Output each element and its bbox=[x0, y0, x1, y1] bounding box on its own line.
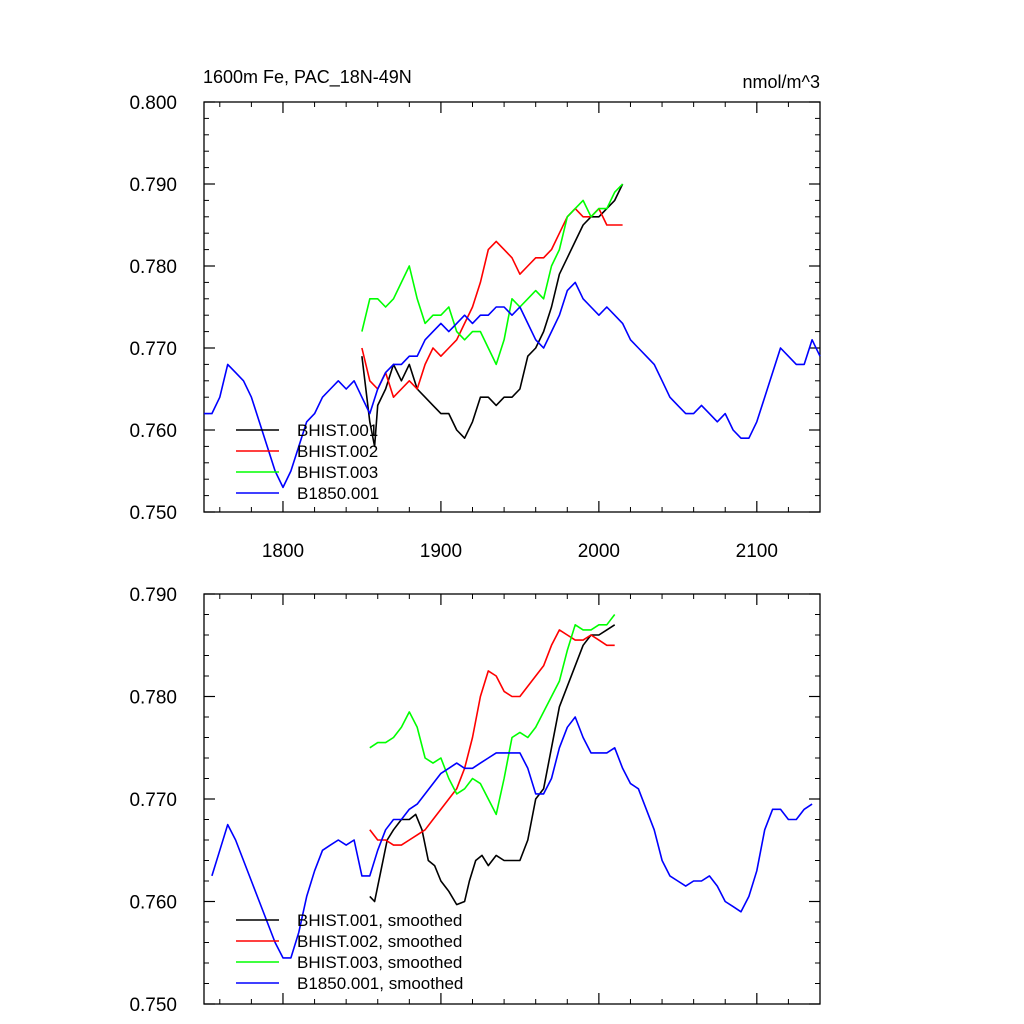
top-series-line-4 bbox=[204, 281, 821, 489]
bottom-y-tick-label: 0.770 bbox=[129, 790, 177, 811]
top-legend: BHIST.001 BHIST.002 BHIST.003 B1850.001 bbox=[236, 421, 379, 503]
bottom-series-line-4 bbox=[211, 716, 813, 959]
top-panel-title: 1600m Fe, PAC_18N-49N bbox=[203, 67, 412, 88]
bottom-y-tick-label: 0.780 bbox=[129, 688, 177, 709]
top-x-tick-label: 1800 bbox=[262, 541, 304, 562]
top-panel-units: nmol/m^3 bbox=[743, 72, 820, 92]
bottom-series-line-2 bbox=[369, 629, 615, 846]
top-y-tick-label: 0.750 bbox=[129, 503, 177, 524]
top-x-tick-label: 2100 bbox=[736, 541, 778, 562]
top-legend-label: BHIST.001 bbox=[297, 421, 378, 440]
bottom-legend-label: B1850.001, smoothed bbox=[297, 974, 463, 993]
bottom-legend-label: BHIST.002, smoothed bbox=[297, 932, 462, 951]
bottom-y-tick-label: 0.790 bbox=[129, 585, 177, 606]
top-x-tick-label: 1900 bbox=[420, 541, 462, 562]
top-series-line-3 bbox=[361, 183, 624, 366]
top-legend-label: B1850.001 bbox=[297, 484, 379, 503]
top-legend-label: BHIST.003 bbox=[297, 463, 378, 482]
top-x-tick-label: 2000 bbox=[578, 541, 620, 562]
bottom-series-line-1 bbox=[369, 624, 616, 906]
top-panel: 1600m Fe, PAC_18N-49N nmol/m^3 0.750 0.76… bbox=[129, 67, 821, 562]
top-y-tick-label: 0.760 bbox=[129, 421, 177, 442]
bottom-y-tick-label: 0.750 bbox=[129, 995, 177, 1016]
bottom-y-tick-label: 0.760 bbox=[129, 893, 177, 914]
bottom-legend-label: BHIST.001, smoothed bbox=[297, 911, 462, 930]
top-plot-frame bbox=[203, 101, 821, 513]
top-y-tick-label: 0.780 bbox=[129, 257, 177, 278]
top-series-line-2 bbox=[361, 207, 623, 399]
top-series-line-1 bbox=[361, 183, 624, 448]
top-y-tick-label: 0.800 bbox=[129, 93, 177, 114]
bottom-panel: 0.750 0.760 0.770 0.780 0.790 BHIST.001, smoo… bbox=[129, 585, 821, 1016]
bottom-legend: BHIST.001, smoothed BHIST.002, smoothed BH… bbox=[236, 911, 463, 993]
bottom-legend-label: BHIST.003, smoothed bbox=[297, 953, 462, 972]
top-y-tick-label: 0.770 bbox=[129, 339, 177, 360]
top-legend-label: BHIST.002 bbox=[297, 442, 378, 461]
bottom-series-line-3 bbox=[369, 614, 616, 816]
top-y-tick-label: 0.790 bbox=[129, 175, 177, 196]
